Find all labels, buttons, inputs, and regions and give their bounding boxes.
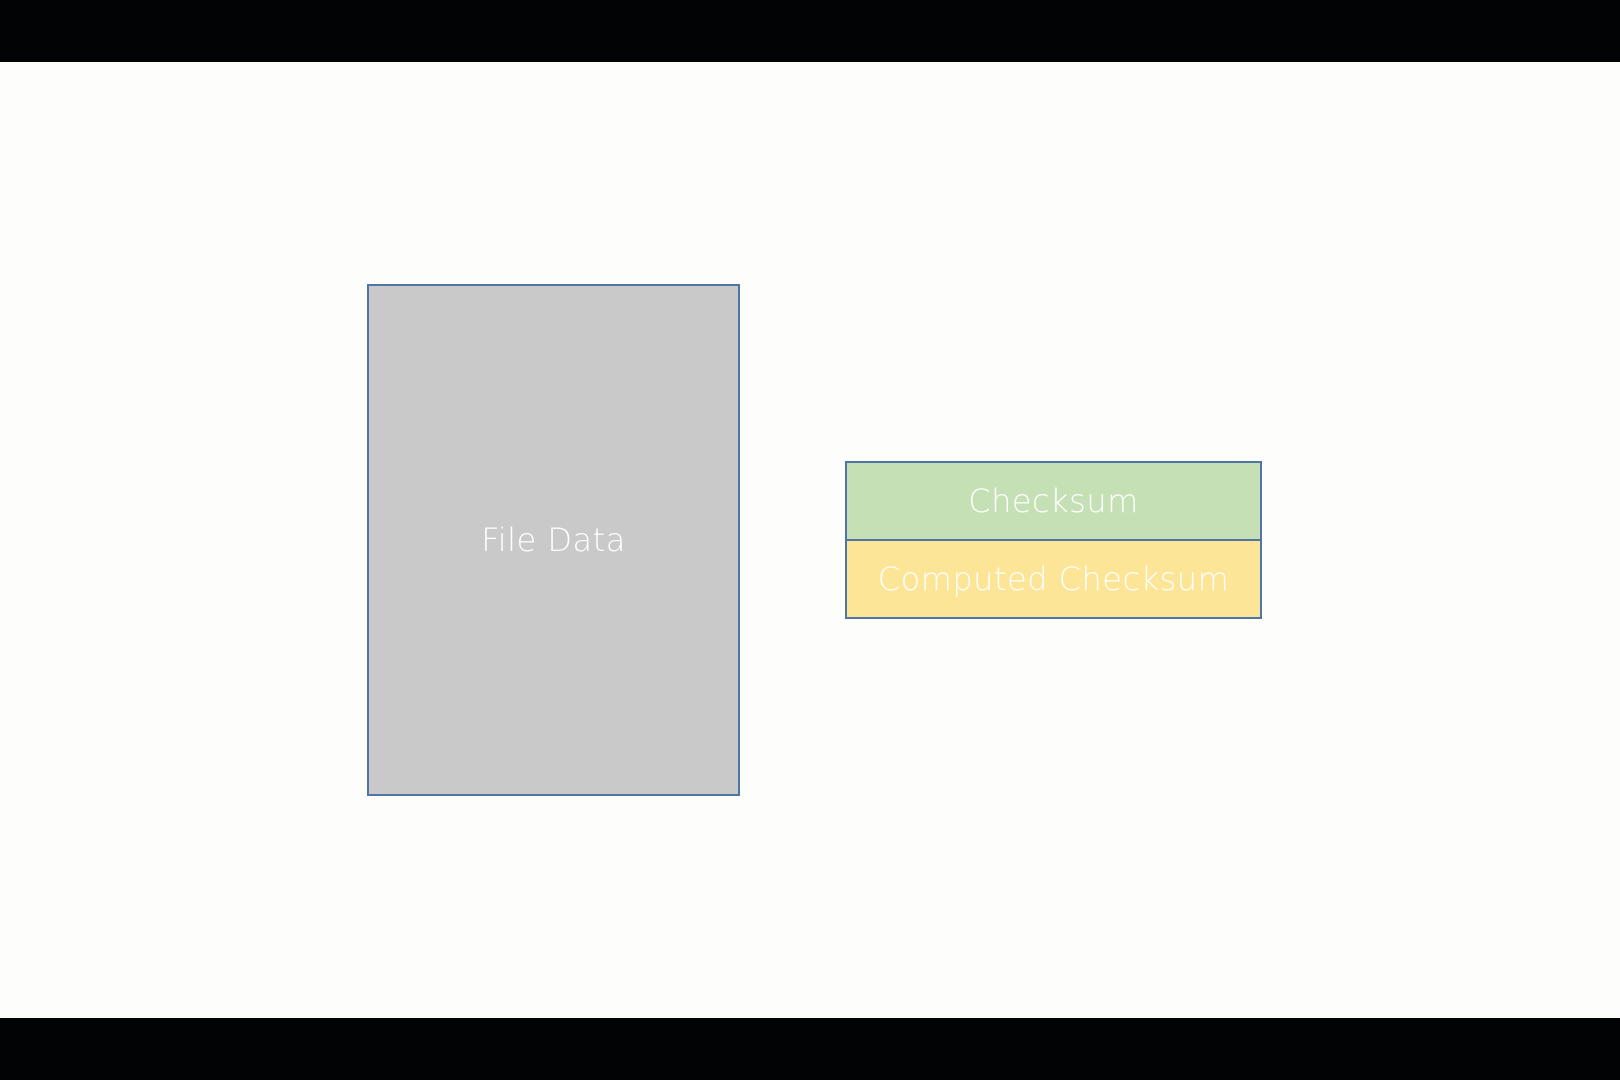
file-data-label: File Data	[481, 521, 626, 559]
file-data-block: File Data	[367, 284, 740, 796]
computed-checksum-block: Computed Checksum	[845, 539, 1262, 619]
checksum-label: Checksum	[968, 482, 1139, 520]
diagram-canvas: File Data Checksum Computed Checksum	[0, 62, 1620, 1018]
computed-checksum-label: Computed Checksum	[877, 560, 1230, 598]
checksum-block: Checksum	[845, 461, 1262, 541]
checksum-stack: Checksum Computed Checksum	[845, 461, 1262, 619]
